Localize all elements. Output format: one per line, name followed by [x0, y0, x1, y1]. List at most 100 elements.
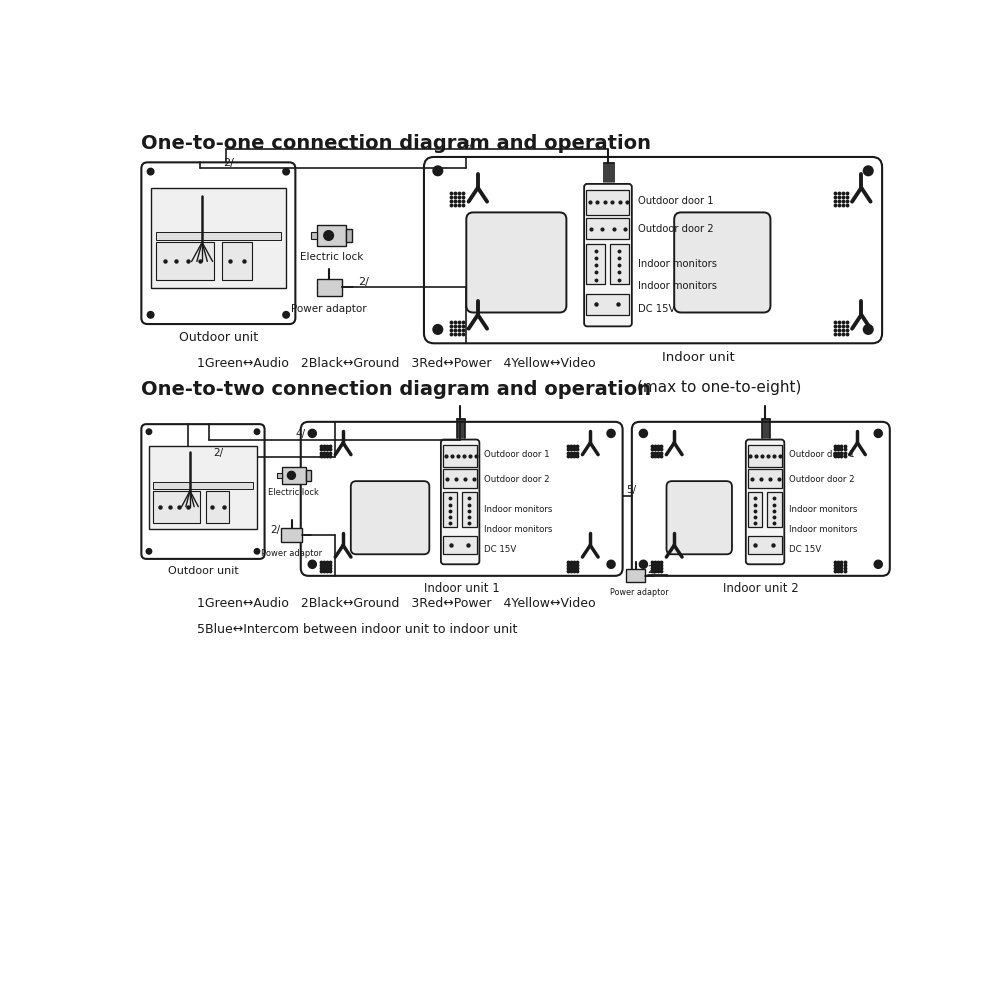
Bar — [282, 467, 306, 484]
Text: DC 15V: DC 15V — [484, 545, 516, 554]
Circle shape — [148, 312, 154, 318]
Text: 5/: 5/ — [626, 485, 636, 495]
Bar — [317, 225, 346, 246]
Text: Outdoor door 1: Outdoor door 1 — [789, 450, 855, 459]
Bar — [767, 492, 782, 527]
Text: Indoor monitors: Indoor monitors — [638, 281, 717, 291]
Text: 1Green↔Audio   2Black↔Ground   3Red↔Power   4Yellow↔Video: 1Green↔Audio 2Black↔Ground 3Red↔Power 4Y… — [197, 597, 595, 610]
Text: DC 15V: DC 15V — [789, 545, 821, 554]
Text: Power adaptor: Power adaptor — [291, 304, 367, 314]
Circle shape — [640, 560, 647, 568]
Bar — [317, 279, 342, 296]
Bar — [748, 445, 782, 467]
Text: 2/: 2/ — [647, 565, 657, 575]
Bar — [149, 446, 257, 529]
FancyBboxPatch shape — [666, 481, 732, 554]
Text: Outdoor door 2: Outdoor door 2 — [789, 475, 855, 484]
Text: 4/: 4/ — [295, 429, 305, 439]
Text: Outdoor door 1: Outdoor door 1 — [484, 450, 550, 459]
Text: 2/: 2/ — [223, 158, 234, 168]
Circle shape — [254, 429, 260, 434]
Circle shape — [607, 560, 615, 568]
Bar — [748, 469, 782, 488]
Bar — [586, 190, 629, 215]
FancyBboxPatch shape — [441, 440, 479, 564]
Text: Outdoor unit: Outdoor unit — [179, 331, 258, 344]
Bar — [281, 528, 302, 542]
Text: Outdoor door 2: Outdoor door 2 — [638, 224, 714, 234]
FancyBboxPatch shape — [301, 422, 623, 576]
Bar — [156, 232, 281, 240]
Text: Electric lock: Electric lock — [300, 252, 363, 262]
Text: 2/: 2/ — [270, 525, 280, 535]
Circle shape — [864, 166, 873, 175]
Bar — [462, 492, 477, 527]
Bar — [586, 244, 605, 284]
Circle shape — [640, 430, 647, 437]
Bar — [586, 218, 629, 239]
Bar — [443, 536, 477, 554]
Bar — [610, 244, 629, 284]
FancyBboxPatch shape — [141, 162, 295, 324]
Circle shape — [146, 429, 151, 434]
FancyBboxPatch shape — [141, 424, 265, 559]
Circle shape — [874, 430, 882, 437]
Bar — [586, 294, 629, 315]
Circle shape — [146, 549, 151, 554]
FancyBboxPatch shape — [351, 481, 429, 554]
Text: Indoor monitors: Indoor monitors — [789, 525, 857, 534]
Text: 2/: 2/ — [358, 277, 369, 287]
Text: Power adaptor: Power adaptor — [261, 549, 322, 558]
Text: One-to-one connection diagram and operation: One-to-one connection diagram and operat… — [141, 134, 651, 153]
Bar — [277, 473, 282, 478]
Bar — [346, 229, 352, 242]
Bar — [748, 536, 782, 554]
Text: One-to-two connection diagram and operation: One-to-two connection diagram and operat… — [141, 380, 651, 399]
Circle shape — [283, 312, 289, 318]
Bar — [443, 445, 477, 467]
Text: Power adaptor: Power adaptor — [610, 588, 669, 597]
Circle shape — [433, 325, 442, 334]
Bar — [443, 469, 477, 488]
Circle shape — [607, 430, 615, 437]
Circle shape — [283, 169, 289, 175]
Text: Indoor unit 2: Indoor unit 2 — [723, 582, 799, 595]
Circle shape — [324, 231, 333, 240]
Bar — [156, 242, 214, 280]
Circle shape — [148, 169, 154, 175]
FancyBboxPatch shape — [424, 157, 882, 343]
Text: 5Blue↔Intercom between indoor unit to indoor unit: 5Blue↔Intercom between indoor unit to in… — [197, 623, 517, 636]
Bar — [311, 232, 317, 239]
FancyBboxPatch shape — [632, 422, 890, 576]
Text: Outdoor unit: Outdoor unit — [168, 566, 238, 576]
Circle shape — [308, 560, 316, 568]
Text: Indoor monitors: Indoor monitors — [789, 505, 857, 514]
Text: Outdoor door 1: Outdoor door 1 — [638, 196, 714, 206]
Circle shape — [433, 166, 442, 175]
Circle shape — [864, 325, 873, 334]
Bar — [443, 492, 457, 527]
Text: Electric lock: Electric lock — [268, 488, 319, 497]
FancyBboxPatch shape — [674, 212, 770, 312]
Text: Indoor monitors: Indoor monitors — [638, 259, 717, 269]
Bar — [222, 242, 252, 280]
Bar — [626, 569, 645, 582]
Text: Indoor unit: Indoor unit — [662, 351, 735, 364]
Circle shape — [308, 430, 316, 437]
Text: Indoor unit 1: Indoor unit 1 — [424, 582, 500, 595]
Bar — [306, 470, 311, 481]
Text: DC 15V: DC 15V — [638, 304, 675, 314]
Bar — [206, 491, 229, 523]
Text: Indoor monitors: Indoor monitors — [484, 525, 552, 534]
Circle shape — [254, 549, 260, 554]
Text: Indoor monitors: Indoor monitors — [484, 505, 552, 514]
Bar — [153, 491, 200, 523]
FancyBboxPatch shape — [746, 440, 784, 564]
Text: Outdoor door 2: Outdoor door 2 — [484, 475, 550, 484]
Text: 2/: 2/ — [214, 448, 224, 458]
Circle shape — [874, 560, 882, 568]
Text: (max to one-to-eight): (max to one-to-eight) — [637, 380, 802, 395]
Circle shape — [288, 472, 295, 479]
Text: 1Green↔Audio   2Black↔Ground   3Red↔Power   4Yellow↔Video: 1Green↔Audio 2Black↔Ground 3Red↔Power 4Y… — [197, 357, 595, 370]
Bar — [748, 492, 762, 527]
